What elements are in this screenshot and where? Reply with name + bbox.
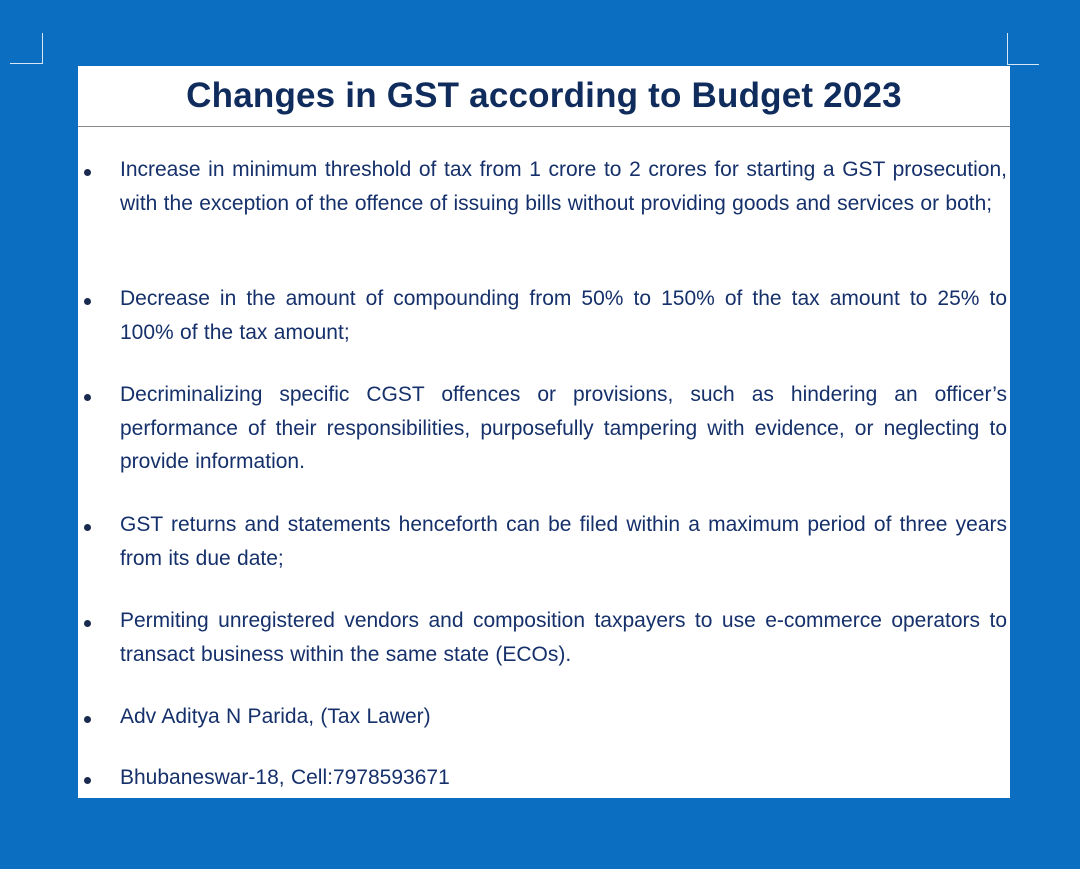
bullet-icon — [84, 777, 91, 784]
crop-mark-top-right-horizontal — [1007, 64, 1039, 65]
bullet-icon — [84, 716, 91, 723]
list-item-text: Decrease in the amount of compounding fr… — [120, 287, 1007, 344]
list-item-text: GST returns and statements henceforth ca… — [120, 513, 1007, 570]
list-item-text: Bhubaneswar-18, Cell:7978593671 — [120, 766, 450, 789]
document-page: Changes in GST according to Budget 2023 … — [78, 66, 1010, 798]
crop-mark-top-right-vertical — [1007, 33, 1008, 64]
list-item-text: Increase in minimum threshold of tax fro… — [120, 158, 1007, 215]
title-bar: Changes in GST according to Budget 2023 — [78, 66, 1010, 127]
page-title: Changes in GST according to Budget 2023 — [186, 76, 902, 115]
bullet-icon — [84, 620, 91, 627]
crop-mark-top-left-horizontal — [10, 63, 43, 64]
list-item-text: Adv Aditya N Parida, (Tax Lawer) — [120, 705, 431, 728]
list-item-text: Permiting unregistered vendors and compo… — [120, 609, 1007, 666]
list-item-text: Decriminalizing specific CGST offences o… — [120, 383, 1007, 473]
crop-mark-top-left-vertical — [42, 33, 43, 63]
bullet-icon — [84, 298, 91, 305]
bullet-icon — [84, 394, 91, 401]
bullet-icon — [84, 169, 91, 176]
bullet-icon — [84, 524, 91, 531]
